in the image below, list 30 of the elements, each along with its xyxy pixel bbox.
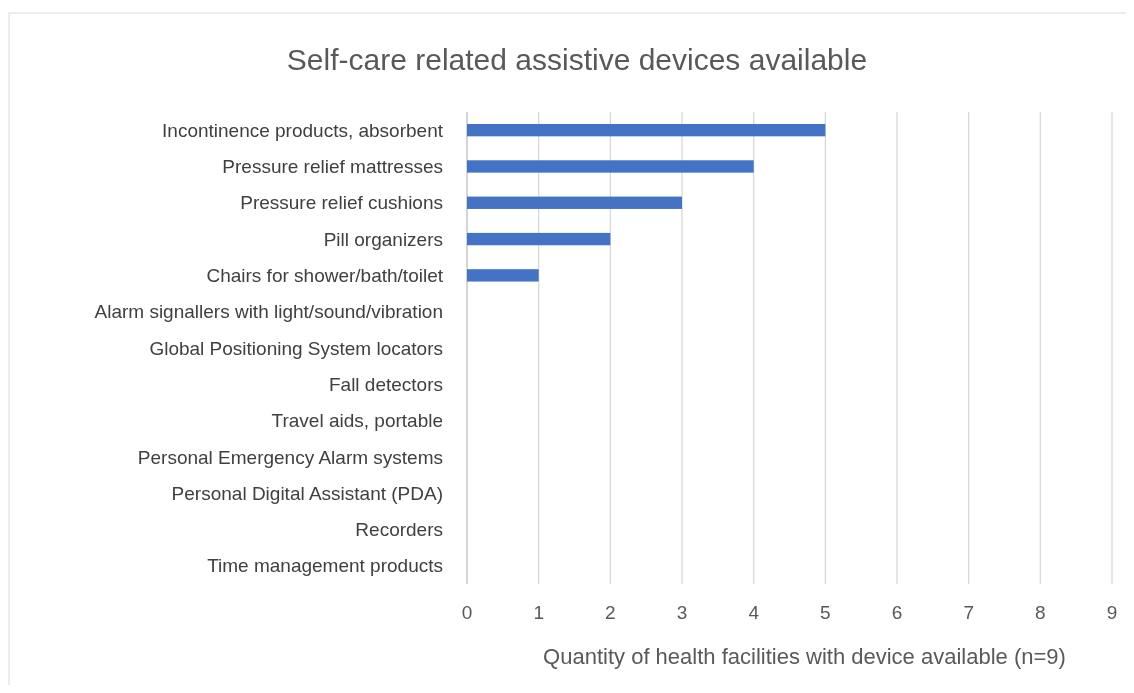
y-tick-label: Global Positioning System locators xyxy=(149,337,443,359)
y-tick-label: Time management products xyxy=(207,555,443,577)
x-tick-label: 9 xyxy=(1106,602,1118,623)
chart-title: Self-care related assistive devices available xyxy=(286,43,868,76)
y-tick-label: Pill organizers xyxy=(323,228,443,250)
bar xyxy=(467,232,611,246)
x-tick-label: 4 xyxy=(748,602,760,623)
x-axis-title: Quantity of health facilities with device available (n=9) xyxy=(543,644,1066,669)
y-tick-label: Travel aids, portable xyxy=(271,410,443,432)
y-tick-label: Pressure relief cushions xyxy=(240,192,443,214)
y-tick-label: Pressure relief mattresses xyxy=(222,156,443,178)
y-tick-label: Incontinence products, absorbent xyxy=(162,119,444,141)
y-tick-label: Alarm signallers with light/sound/vibration xyxy=(94,301,443,323)
y-tick-label: Personal Emergency Alarm systems xyxy=(137,446,443,468)
x-tick-label: 0 xyxy=(461,602,473,623)
y-tick-label: Recorders xyxy=(355,519,443,541)
x-tick-label: 2 xyxy=(605,602,616,623)
bar xyxy=(467,196,682,209)
x-tick-label: 6 xyxy=(891,602,903,623)
bar xyxy=(467,269,539,282)
x-tick-label: 1 xyxy=(533,602,544,623)
x-tick-label: 8 xyxy=(1035,602,1046,623)
x-tick-label: 7 xyxy=(963,602,974,623)
bar xyxy=(467,123,826,137)
x-tick-label: 3 xyxy=(676,602,688,623)
y-tick-label: Personal Digital Assistant (PDA) xyxy=(171,482,443,504)
y-tick-label: Chairs for shower/bath/toilet xyxy=(206,265,444,287)
x-tick-label: 5 xyxy=(820,602,831,623)
bar xyxy=(467,160,754,173)
y-tick-label: Fall detectors xyxy=(328,373,443,395)
